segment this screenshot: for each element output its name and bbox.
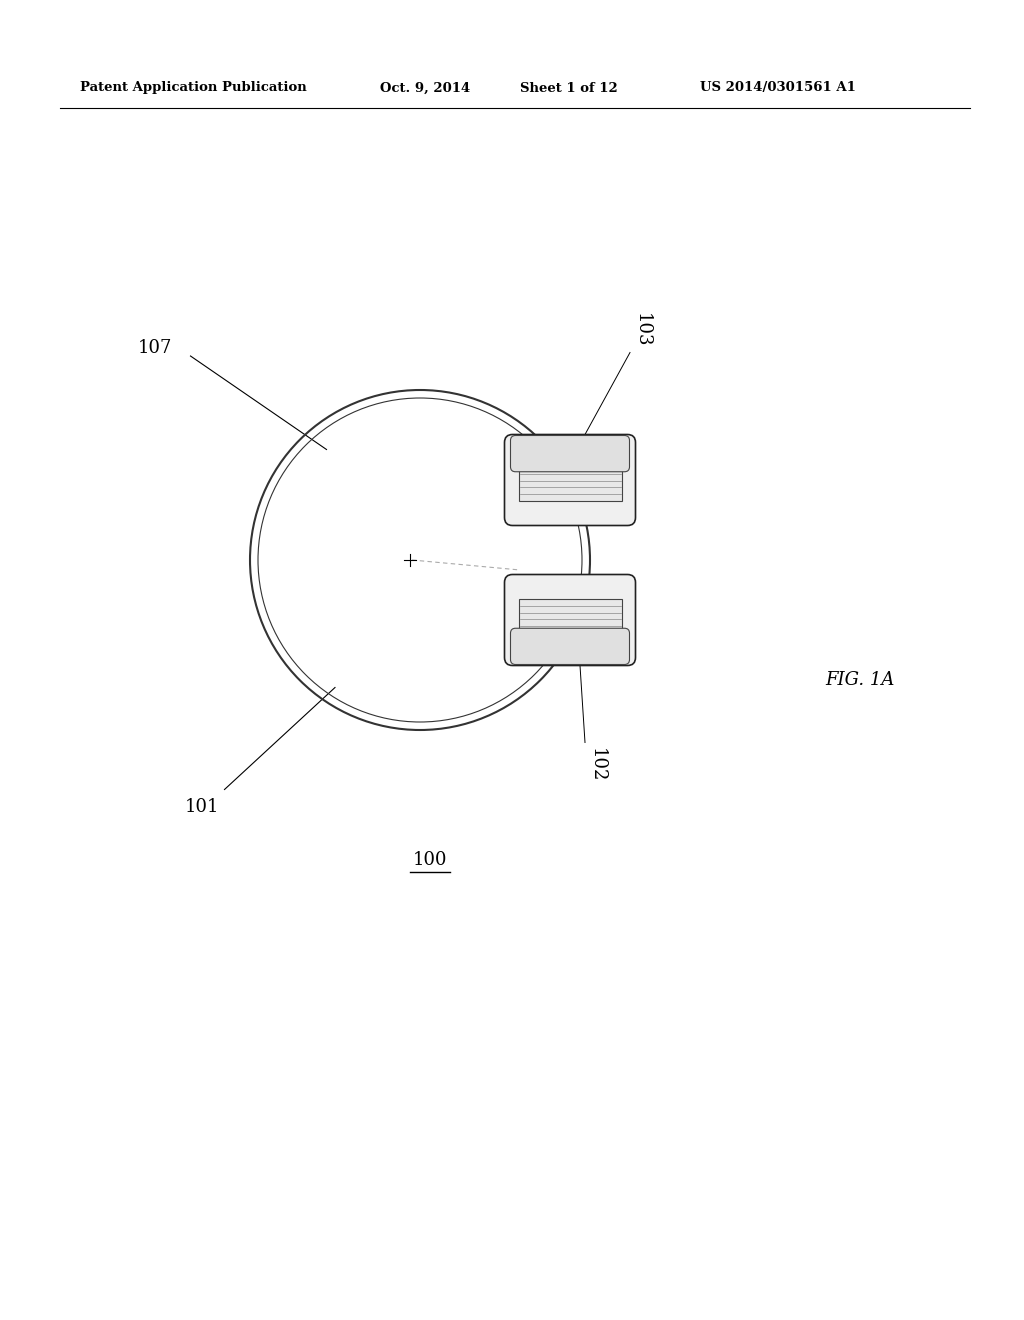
FancyBboxPatch shape [505, 434, 636, 525]
Text: US 2014/0301561 A1: US 2014/0301561 A1 [700, 82, 856, 95]
FancyBboxPatch shape [518, 599, 622, 632]
Text: 103: 103 [633, 313, 651, 347]
Text: 102: 102 [588, 747, 606, 781]
Text: Patent Application Publication: Patent Application Publication [80, 82, 307, 95]
Text: Sheet 1 of 12: Sheet 1 of 12 [520, 82, 617, 95]
Text: 101: 101 [185, 797, 219, 816]
FancyBboxPatch shape [518, 467, 622, 500]
FancyBboxPatch shape [511, 436, 630, 471]
Text: 106: 106 [528, 576, 562, 593]
Text: FIG. 1A: FIG. 1A [825, 671, 895, 689]
FancyBboxPatch shape [505, 574, 636, 665]
FancyBboxPatch shape [511, 628, 630, 664]
Text: Oct. 9, 2014: Oct. 9, 2014 [380, 82, 470, 95]
Text: 100: 100 [413, 851, 447, 869]
Text: 107: 107 [138, 339, 172, 356]
